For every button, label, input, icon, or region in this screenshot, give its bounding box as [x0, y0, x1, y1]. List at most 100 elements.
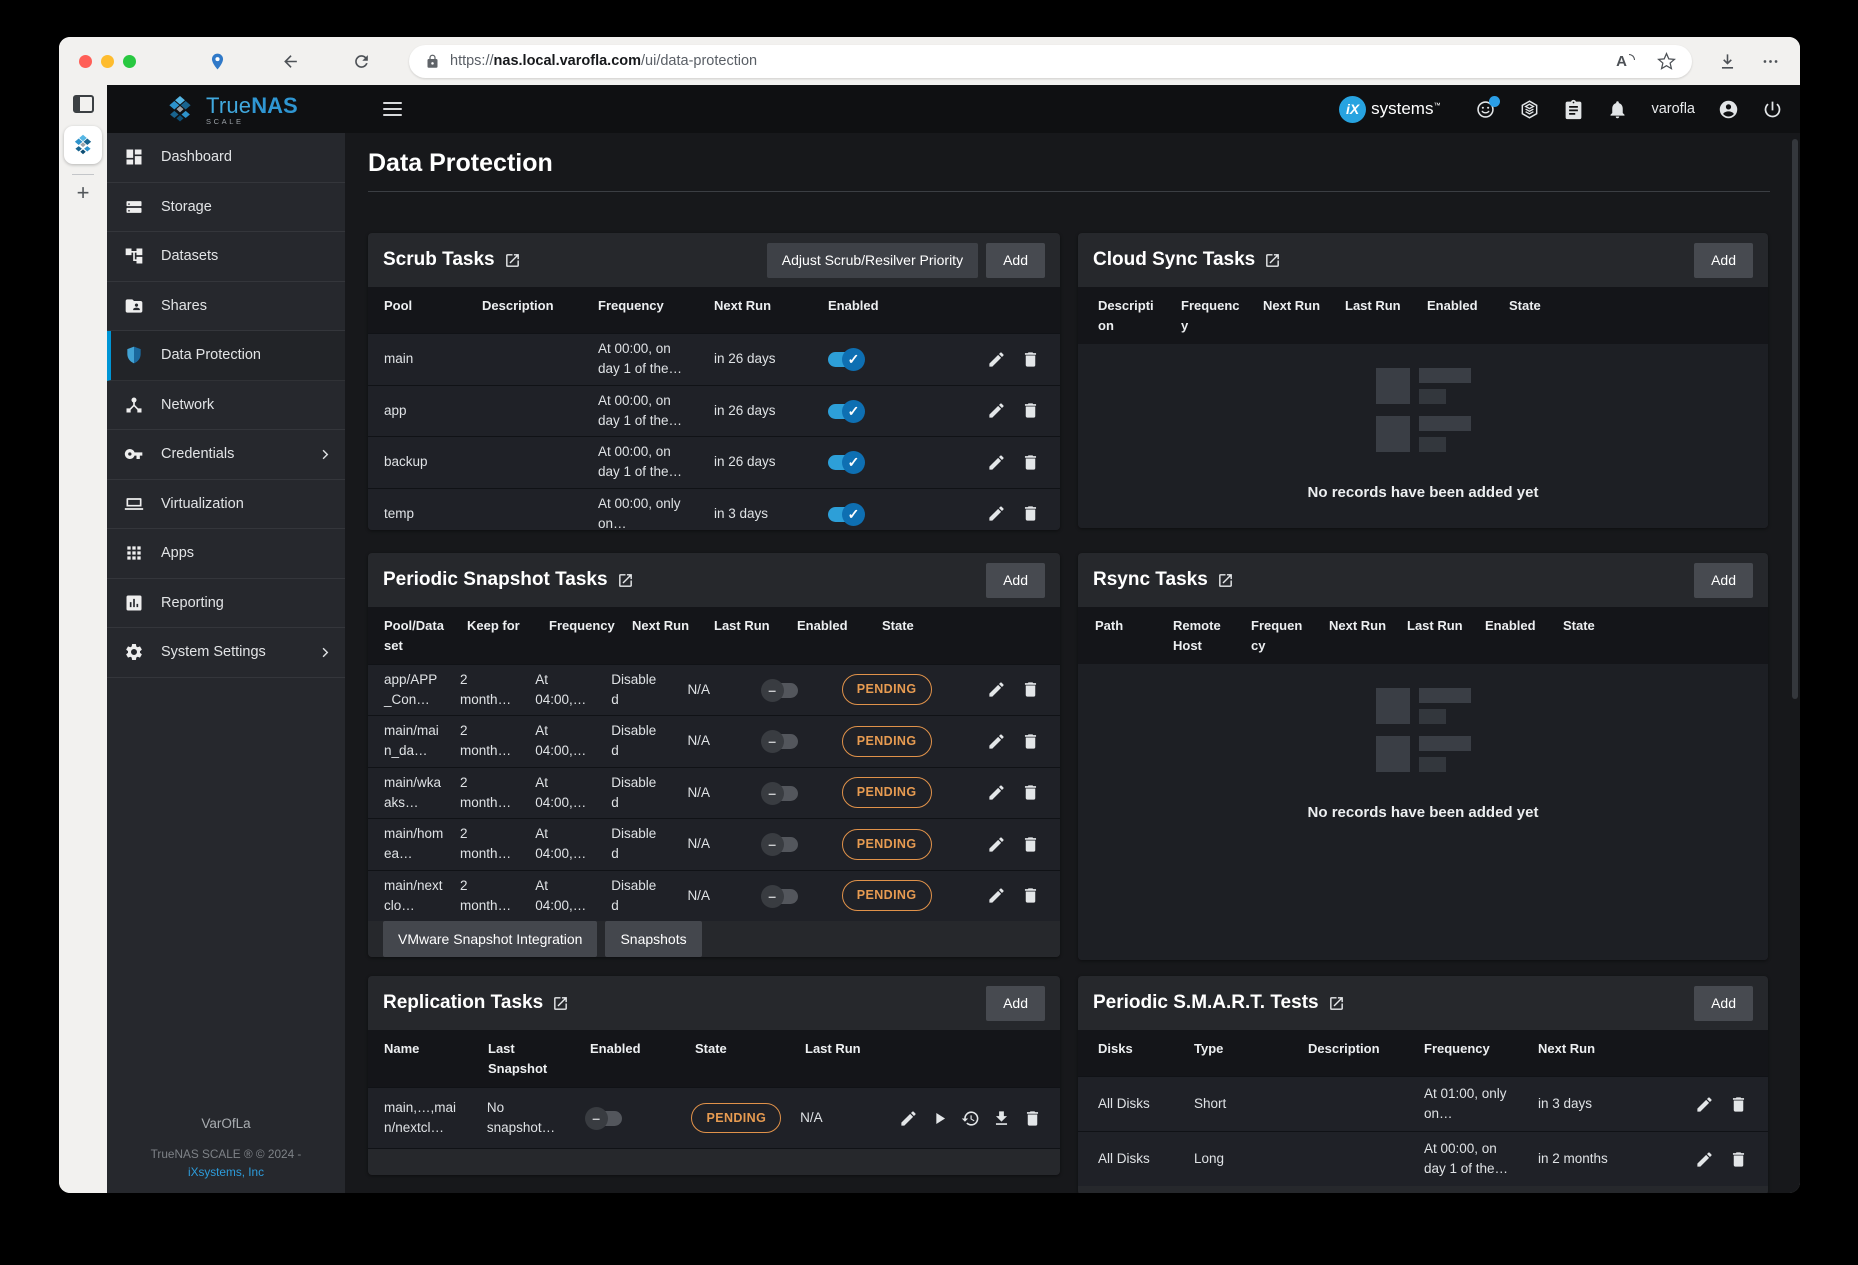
- close-window-button[interactable]: [79, 54, 92, 68]
- periodic-smart-tests-title[interactable]: Periodic S.M.A.R.T. Tests: [1093, 992, 1345, 1014]
- download-keys-icon[interactable]: [992, 1109, 1011, 1128]
- state-badge[interactable]: PENDING: [691, 1102, 782, 1134]
- cloud-sync-tasks-title[interactable]: Cloud Sync Tasks: [1093, 249, 1281, 271]
- column-header: Next Run: [1263, 298, 1321, 313]
- location-pin-icon[interactable]: [208, 52, 227, 71]
- edit-icon[interactable]: [987, 401, 1006, 420]
- delete-icon[interactable]: [1021, 835, 1040, 854]
- scrub-tasks-card: Scrub Tasks Adjust Scrub/Resilver Priori…: [368, 233, 1060, 530]
- edit-icon[interactable]: [987, 350, 1006, 369]
- delete-icon[interactable]: [1023, 1109, 1042, 1128]
- edit-icon[interactable]: [899, 1109, 918, 1128]
- sidebar-item-data-protection[interactable]: Data Protection: [107, 331, 345, 381]
- sidebar-item-reporting[interactable]: Reporting: [107, 579, 345, 628]
- delete-icon[interactable]: [1021, 504, 1040, 523]
- periodic-snapshot-tasks-title[interactable]: Periodic Snapshot Tasks: [383, 569, 634, 591]
- column-header: Last Run: [805, 1041, 861, 1056]
- edit-icon[interactable]: [1695, 1150, 1714, 1169]
- back-icon[interactable]: [281, 52, 300, 71]
- power-icon[interactable]: [1762, 99, 1783, 120]
- state-badge[interactable]: PENDING: [841, 828, 932, 860]
- edit-icon[interactable]: [987, 783, 1006, 802]
- add-scrub-task-button[interactable]: Add: [986, 242, 1045, 278]
- replication-tasks-title[interactable]: Replication Tasks: [383, 992, 569, 1014]
- state-badge[interactable]: PENDING: [841, 777, 932, 809]
- feedback-smiley-icon[interactable]: [1475, 95, 1501, 120]
- menu-toggle[interactable]: [383, 101, 402, 117]
- state-badge[interactable]: PENDING: [841, 880, 932, 912]
- enabled-toggle[interactable]: [828, 451, 865, 475]
- delete-icon[interactable]: [1021, 680, 1040, 699]
- enabled-toggle[interactable]: [828, 399, 865, 423]
- delete-icon[interactable]: [1021, 886, 1040, 905]
- address-bar[interactable]: https://nas.local.varofla.com/ui/data-pr…: [409, 44, 1692, 78]
- browser-menu-icon[interactable]: [1761, 52, 1780, 71]
- sidebar-item-datasets[interactable]: Datasets: [107, 232, 345, 282]
- sidebar-item-virtualization[interactable]: Virtualization: [107, 480, 345, 529]
- sidebar-item-dashboard[interactable]: Dashboard: [107, 133, 345, 183]
- sidebar-item-label: Data Protection: [161, 347, 261, 364]
- edit-icon[interactable]: [987, 732, 1006, 751]
- truecommand-icon[interactable]: [1519, 99, 1540, 120]
- favorite-star-icon[interactable]: [1657, 52, 1676, 71]
- minimize-window-button[interactable]: [101, 54, 114, 68]
- state-badge[interactable]: PENDING: [841, 725, 932, 757]
- delete-icon[interactable]: [1021, 732, 1040, 751]
- edit-icon[interactable]: [987, 504, 1006, 523]
- sidebar-item-shares[interactable]: Shares: [107, 282, 345, 331]
- state-badge[interactable]: PENDING: [841, 674, 932, 706]
- edit-icon[interactable]: [987, 453, 1006, 472]
- truenas-logo[interactable]: TrueNAS SCALE: [107, 93, 345, 126]
- delete-icon[interactable]: [1021, 783, 1040, 802]
- enabled-toggle[interactable]: [760, 833, 798, 857]
- column-header: Description: [1308, 1041, 1380, 1056]
- add-rsync-task-button[interactable]: Add: [1694, 562, 1753, 598]
- delete-icon[interactable]: [1021, 401, 1040, 420]
- reload-icon[interactable]: [352, 52, 371, 71]
- text-size-icon[interactable]: A: [1616, 53, 1635, 70]
- edit-icon[interactable]: [987, 886, 1006, 905]
- scrollbar[interactable]: [1792, 139, 1798, 699]
- edit-icon[interactable]: [987, 835, 1006, 854]
- delete-icon[interactable]: [1021, 350, 1040, 369]
- restore-icon[interactable]: [961, 1109, 980, 1128]
- adjust-scrub-priority-button[interactable]: Adjust Scrub/Resilver Priority: [766, 242, 979, 278]
- delete-icon[interactable]: [1021, 453, 1040, 472]
- sidebar-item-apps[interactable]: Apps: [107, 529, 345, 579]
- maximize-window-button[interactable]: [123, 54, 136, 68]
- downloads-icon[interactable]: [1718, 52, 1737, 71]
- enabled-toggle[interactable]: [760, 678, 798, 702]
- enabled-toggle[interactable]: [760, 730, 798, 754]
- snapshots-button[interactable]: Snapshots: [605, 921, 702, 957]
- add-replication-task-button[interactable]: Add: [986, 985, 1045, 1021]
- add-smart-test-button[interactable]: Add: [1694, 985, 1753, 1021]
- jobs-icon[interactable]: [1563, 99, 1584, 120]
- add-snapshot-task-button[interactable]: Add: [986, 562, 1045, 598]
- edit-icon[interactable]: [1695, 1095, 1714, 1114]
- enabled-toggle[interactable]: [828, 502, 865, 526]
- ixsystems-link[interactable]: iXsystems, Inc: [187, 1165, 265, 1179]
- username: varofla: [1651, 101, 1695, 117]
- alerts-bell-icon[interactable]: [1607, 99, 1628, 120]
- sidebar-item-system-settings[interactable]: System Settings: [107, 628, 345, 678]
- sidebar-item-credentials[interactable]: Credentials: [107, 430, 345, 480]
- lock-icon[interactable]: [425, 54, 440, 69]
- delete-icon[interactable]: [1729, 1095, 1748, 1114]
- enabled-toggle[interactable]: [760, 884, 798, 908]
- delete-icon[interactable]: [1729, 1150, 1748, 1169]
- run-now-icon[interactable]: [930, 1109, 949, 1128]
- new-tab-button[interactable]: +: [76, 180, 90, 205]
- vertical-tabs-icon[interactable]: [72, 95, 94, 113]
- enabled-toggle[interactable]: [828, 348, 865, 372]
- vmware-snapshot-integration-button[interactable]: VMware Snapshot Integration: [383, 921, 598, 957]
- rsync-tasks-title[interactable]: Rsync Tasks: [1093, 569, 1234, 591]
- sidebar-item-network[interactable]: Network: [107, 381, 345, 430]
- account-icon[interactable]: [1718, 99, 1739, 120]
- active-tab-favicon[interactable]: [64, 126, 102, 164]
- add-cloud-sync-task-button[interactable]: Add: [1694, 242, 1753, 278]
- enabled-toggle[interactable]: [760, 781, 798, 805]
- scrub-tasks-title[interactable]: Scrub Tasks: [383, 249, 521, 271]
- edit-icon[interactable]: [987, 680, 1006, 699]
- sidebar-item-storage[interactable]: Storage: [107, 183, 345, 232]
- enabled-toggle[interactable]: [584, 1106, 622, 1130]
